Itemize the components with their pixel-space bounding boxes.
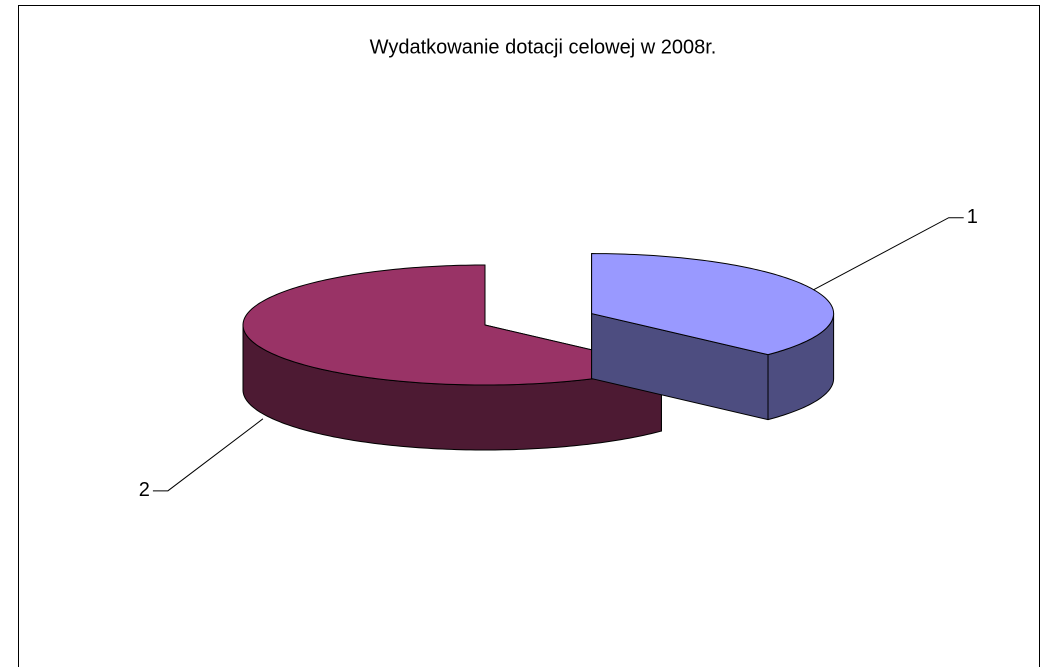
leader-line bbox=[152, 418, 264, 492]
chart-title: Wydatkowanie dotacji celowej w 2008r. bbox=[370, 36, 717, 58]
slice-top bbox=[591, 253, 835, 356]
slice-top bbox=[242, 264, 662, 386]
slice-label: 1 bbox=[967, 206, 978, 228]
leader-line bbox=[813, 217, 964, 291]
slice-label: 2 bbox=[139, 479, 150, 501]
